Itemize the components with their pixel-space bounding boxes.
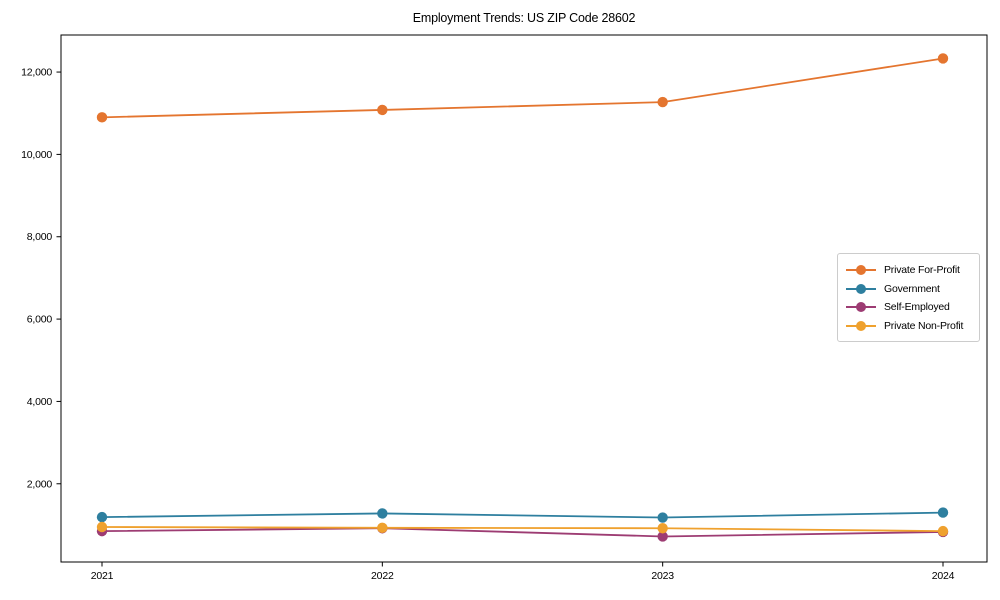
legend-item: Private For-Profit bbox=[846, 261, 971, 280]
x-tick-label: 2023 bbox=[651, 570, 674, 582]
y-tick-label: 6,000 bbox=[27, 314, 53, 326]
series-marker bbox=[937, 53, 949, 64]
series-marker bbox=[96, 521, 108, 533]
legend-label: Private For-Profit bbox=[884, 264, 960, 277]
series-marker bbox=[937, 525, 949, 537]
legend-label: Private Non-Profit bbox=[884, 319, 964, 332]
series-marker bbox=[657, 512, 668, 523]
series-marker bbox=[657, 523, 668, 534]
y-tick-label: 2,000 bbox=[27, 478, 53, 490]
legend-label: Self-Employed bbox=[884, 301, 950, 314]
x-tick-label: 2021 bbox=[91, 570, 114, 582]
chart-title: Employment Trends: US ZIP Code 28602 bbox=[412, 11, 636, 25]
y-tick-label: 4,000 bbox=[27, 396, 53, 408]
legend-line-marker-icon bbox=[846, 302, 876, 313]
y-tick-label: 10,000 bbox=[21, 149, 52, 161]
series-marker bbox=[377, 508, 388, 519]
series-marker bbox=[657, 96, 668, 108]
legend-line-marker-icon bbox=[846, 320, 876, 331]
legend-label: Government bbox=[884, 282, 940, 295]
series-marker bbox=[377, 522, 388, 534]
legend-item: Self-Employed bbox=[846, 298, 971, 317]
legend: Private For-Profit Government Self-Employe… bbox=[837, 253, 980, 342]
y-tick-label: 8,000 bbox=[27, 231, 53, 243]
series-marker bbox=[937, 507, 949, 518]
series-marker bbox=[96, 511, 108, 523]
series-line bbox=[101, 511, 944, 519]
x-tick-label: 2024 bbox=[932, 570, 955, 582]
series-line bbox=[101, 527, 944, 538]
series-marker bbox=[96, 112, 108, 123]
legend-line-marker-icon bbox=[846, 265, 876, 276]
series-marker bbox=[377, 104, 388, 116]
y-tick-label: 12,000 bbox=[21, 67, 52, 79]
x-tick-label: 2022 bbox=[371, 570, 394, 582]
legend-line-marker-icon bbox=[846, 283, 876, 294]
series-line bbox=[101, 57, 944, 119]
series-marker bbox=[657, 531, 668, 542]
legend-item: Government bbox=[846, 280, 971, 299]
legend-item: Private Non-Profit bbox=[846, 317, 971, 336]
plot-border bbox=[60, 34, 988, 563]
series-line bbox=[101, 526, 944, 533]
